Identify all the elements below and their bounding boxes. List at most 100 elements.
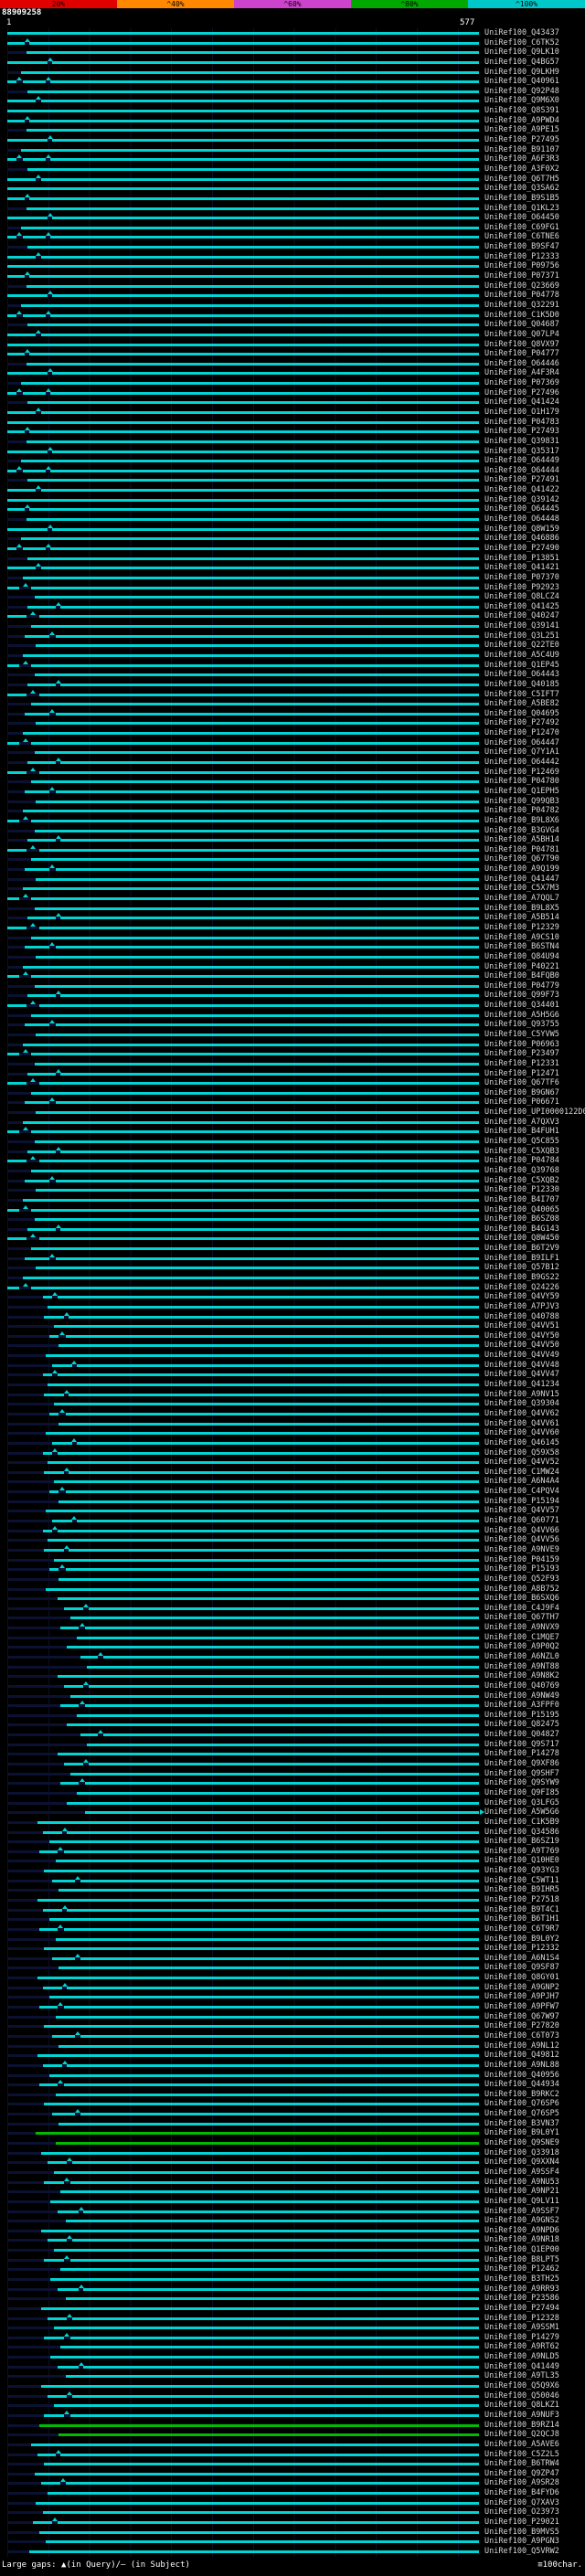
hit-row[interactable]: UniRef100_A9NVE9 bbox=[0, 1544, 585, 1555]
hit-row[interactable]: UniRef100_Q92P48 bbox=[0, 87, 585, 97]
hit-row[interactable]: UniRef100_B9L0Y2 bbox=[0, 1935, 585, 1945]
hit-row[interactable]: UniRef100_A7PJV3 bbox=[0, 1302, 585, 1312]
hit-accession-label[interactable]: UniRef100_A9NV15 bbox=[484, 1389, 559, 1399]
hit-row[interactable]: UniRef100_A9TL35 bbox=[0, 2371, 585, 2381]
hit-accession-label[interactable]: UniRef100_B9L8X5 bbox=[484, 903, 559, 913]
hit-row[interactable]: UniRef100_Q4VV48 bbox=[0, 1360, 585, 1371]
hit-accession-label[interactable]: UniRef100_P07369 bbox=[484, 378, 559, 388]
hit-accession-label[interactable]: UniRef100_P04780 bbox=[484, 777, 559, 787]
hit-accession-label[interactable]: UniRef100_Q50046 bbox=[484, 2390, 559, 2401]
hit-accession-label[interactable]: UniRef100_Q9LV11 bbox=[484, 2196, 559, 2206]
hit-row[interactable]: UniRef100_P27495 bbox=[0, 135, 585, 145]
hit-row[interactable]: UniRef100_A9NV15 bbox=[0, 1389, 585, 1400]
hit-accession-label[interactable]: UniRef100_P12470 bbox=[484, 728, 559, 738]
hit-accession-label[interactable]: UniRef100_Q8W159 bbox=[484, 524, 559, 534]
hit-row[interactable]: UniRef100_Q57B12 bbox=[0, 1263, 585, 1273]
hit-row[interactable]: UniRef100_Q4VV60 bbox=[0, 1428, 585, 1438]
hit-accession-label[interactable]: UniRef100_Q92P48 bbox=[484, 86, 559, 96]
hit-accession-label[interactable]: UniRef100_Q57B12 bbox=[484, 1263, 559, 1273]
hit-row[interactable]: UniRef100_Q8S391 bbox=[0, 106, 585, 116]
hit-row[interactable]: UniRef100_Q82475 bbox=[0, 1720, 585, 1730]
hit-row[interactable]: UniRef100_Q41234 bbox=[0, 1380, 585, 1390]
hit-accession-label[interactable]: UniRef100_P27492 bbox=[484, 718, 559, 728]
hit-row[interactable]: UniRef100_B9L0Y1 bbox=[0, 2128, 585, 2138]
hit-row[interactable]: UniRef100_A7QQL7 bbox=[0, 894, 585, 904]
hit-row[interactable]: UniRef100_Q40961 bbox=[0, 77, 585, 87]
hit-row[interactable]: UniRef100_P07370 bbox=[0, 573, 585, 583]
hit-accession-label[interactable]: UniRef100_P04781 bbox=[484, 844, 559, 854]
hit-accession-label[interactable]: UniRef100_Q4VV52 bbox=[484, 1458, 559, 1468]
hit-row[interactable]: UniRef100_Q39768 bbox=[0, 1166, 585, 1176]
hit-row[interactable]: UniRef100_Q49812 bbox=[0, 2051, 585, 2061]
hit-row[interactable]: UniRef100_Q3SA62 bbox=[0, 184, 585, 194]
hit-accession-label[interactable]: UniRef100_Q44934 bbox=[484, 2080, 559, 2090]
hit-row[interactable]: UniRef100_Q4VV49 bbox=[0, 1351, 585, 1361]
hit-row[interactable]: UniRef100_B3GVG4 bbox=[0, 826, 585, 836]
hit-row[interactable]: UniRef100_P92923 bbox=[0, 582, 585, 593]
hit-accession-label[interactable]: UniRef100_B8LPT5 bbox=[484, 2254, 559, 2264]
hit-accession-label[interactable]: UniRef100_Q04827 bbox=[484, 1730, 559, 1740]
hit-accession-label[interactable]: UniRef100_B6STN4 bbox=[484, 942, 559, 952]
hit-accession-label[interactable]: UniRef100_Q40247 bbox=[484, 611, 559, 621]
hit-row[interactable]: UniRef100_Q41424 bbox=[0, 398, 585, 408]
hit-row[interactable]: UniRef100_A6N4A4 bbox=[0, 1477, 585, 1487]
hit-accession-label[interactable]: UniRef100_A9NR18 bbox=[484, 2235, 559, 2245]
hit-row[interactable]: UniRef100_B4FYD6 bbox=[0, 2488, 585, 2498]
hit-row[interactable]: UniRef100_B4FUH1 bbox=[0, 1127, 585, 1137]
hit-row[interactable]: UniRef100_Q67TF6 bbox=[0, 1078, 585, 1088]
hit-accession-label[interactable]: UniRef100_Q4VY59 bbox=[484, 1292, 559, 1302]
hit-row[interactable]: UniRef100_Q93YG3 bbox=[0, 1866, 585, 1876]
hit-row[interactable]: UniRef100_P12469 bbox=[0, 767, 585, 778]
hit-accession-label[interactable]: UniRef100_O64443 bbox=[484, 670, 559, 680]
hit-accession-label[interactable]: UniRef100_Q24226 bbox=[484, 1282, 559, 1292]
hit-accession-label[interactable]: UniRef100_C6TK52 bbox=[484, 37, 559, 48]
hit-accession-label[interactable]: UniRef100_Q07LP4 bbox=[484, 329, 559, 339]
hit-accession-label[interactable]: UniRef100_Q9FI85 bbox=[484, 1787, 559, 1797]
hit-row[interactable]: UniRef100_A5BH14 bbox=[0, 835, 585, 845]
hit-accession-label[interactable]: UniRef100_Q4VV57 bbox=[484, 1506, 559, 1516]
hit-row[interactable]: UniRef100_Q40247 bbox=[0, 611, 585, 621]
hit-row[interactable]: UniRef100_B6SXQ6 bbox=[0, 1594, 585, 1604]
hit-row[interactable]: UniRef100_P12332 bbox=[0, 1944, 585, 1954]
hit-accession-label[interactable]: UniRef100_P23586 bbox=[484, 2294, 559, 2304]
hit-row[interactable]: UniRef100_Q9LV11 bbox=[0, 2197, 585, 2207]
hit-row[interactable]: UniRef100_B6T2V9 bbox=[0, 1244, 585, 1254]
hit-row[interactable]: UniRef100_P27494 bbox=[0, 2304, 585, 2314]
hit-accession-label[interactable]: UniRef100_Q22TE0 bbox=[484, 641, 559, 651]
hit-row[interactable]: UniRef100_Q4BG57 bbox=[0, 57, 585, 68]
hit-accession-label[interactable]: UniRef100_Q5C855 bbox=[484, 1137, 559, 1147]
hit-row[interactable]: UniRef100_P15194 bbox=[0, 1497, 585, 1507]
hit-accession-label[interactable]: UniRef100_Q41425 bbox=[484, 601, 559, 611]
hit-accession-label[interactable]: UniRef100_A5W5G6 bbox=[484, 1807, 559, 1818]
hit-row[interactable]: UniRef100_Q33918 bbox=[0, 2148, 585, 2158]
hit-row[interactable]: UniRef100_C5WT11 bbox=[0, 1875, 585, 1886]
hit-row[interactable]: UniRef100_P23497 bbox=[0, 1049, 585, 1059]
hit-row[interactable]: UniRef100_A9PJH7 bbox=[0, 1992, 585, 2002]
hit-accession-label[interactable]: UniRef100_P12329 bbox=[484, 922, 559, 932]
hit-row[interactable]: UniRef100_A9NPD6 bbox=[0, 2226, 585, 2236]
hit-accession-label[interactable]: UniRef100_Q39142 bbox=[484, 494, 559, 504]
hit-accession-label[interactable]: UniRef100_Q34401 bbox=[484, 1001, 559, 1011]
hit-accession-label[interactable]: UniRef100_B3GVG4 bbox=[484, 825, 559, 835]
hit-row[interactable]: UniRef100_P40221 bbox=[0, 962, 585, 972]
hit-row[interactable]: UniRef100_A6NZL0 bbox=[0, 1651, 585, 1662]
hit-row[interactable]: UniRef100_A9P0Q2 bbox=[0, 1642, 585, 1652]
hit-row[interactable]: UniRef100_A9NL88 bbox=[0, 2060, 585, 2071]
hit-row[interactable]: UniRef100_A3F0X2 bbox=[0, 164, 585, 175]
hit-accession-label[interactable]: UniRef100_A9PFW7 bbox=[484, 2002, 559, 2012]
hit-accession-label[interactable]: UniRef100_P06963 bbox=[484, 1039, 559, 1049]
hit-accession-label[interactable]: UniRef100_Q8GY01 bbox=[484, 1973, 559, 1983]
hit-row[interactable]: UniRef100_Q40956 bbox=[0, 2071, 585, 2081]
hit-row[interactable]: UniRef100_B91107 bbox=[0, 145, 585, 155]
hit-row[interactable]: UniRef100_P27820 bbox=[0, 2021, 585, 2031]
hit-accession-label[interactable]: UniRef100_Q4VV47 bbox=[484, 1370, 559, 1380]
hit-row[interactable]: UniRef100_A9NU53 bbox=[0, 2177, 585, 2188]
hit-row[interactable]: UniRef100_Q9SHF7 bbox=[0, 1769, 585, 1779]
hit-row[interactable]: UniRef100_B9SF47 bbox=[0, 242, 585, 252]
hit-row[interactable]: UniRef100_P07369 bbox=[0, 378, 585, 388]
hit-row[interactable]: UniRef100_C6T9R7 bbox=[0, 1924, 585, 1935]
hit-row[interactable]: UniRef100_Q1KL23 bbox=[0, 204, 585, 214]
hit-row[interactable]: UniRef100_P15195 bbox=[0, 1711, 585, 1721]
hit-row[interactable]: UniRef100_P04782 bbox=[0, 806, 585, 816]
hit-row[interactable]: UniRef100_Q67T90 bbox=[0, 854, 585, 864]
